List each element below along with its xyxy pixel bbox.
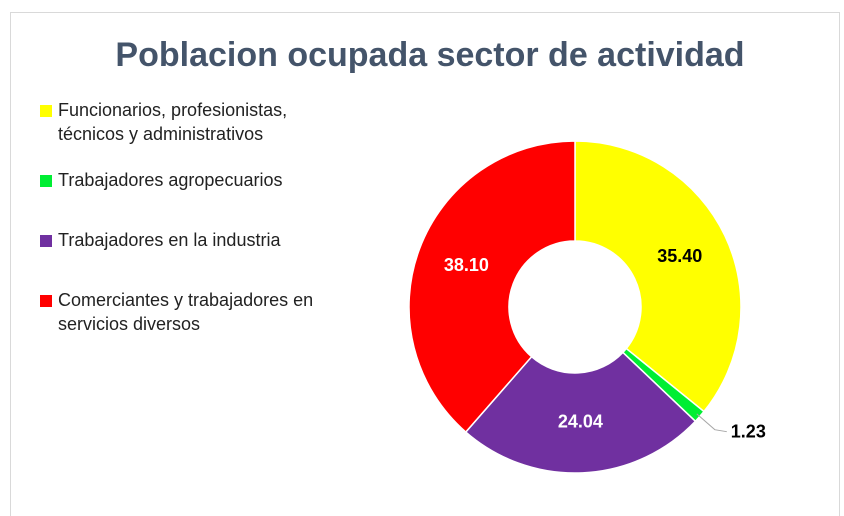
data-label: 1.23 bbox=[731, 421, 766, 441]
donut-slice bbox=[464, 351, 697, 474]
chart-frame bbox=[10, 12, 840, 516]
legend-item: Comerciantes y trabajadores en servicios… bbox=[40, 288, 320, 336]
data-label: 35.40 bbox=[657, 246, 702, 266]
donut-slice bbox=[408, 140, 576, 434]
legend-item: Trabajadores agropecuarios bbox=[40, 168, 320, 192]
donut-slice bbox=[574, 140, 742, 413]
legend-label: Trabajadores agropecuarios bbox=[58, 170, 283, 190]
legend: Funcionarios, profesionistas, técnicos y… bbox=[40, 98, 320, 358]
legend-label: Trabajadores en la industria bbox=[58, 230, 281, 250]
legend-item: Funcionarios, profesionistas, técnicos y… bbox=[40, 98, 320, 146]
legend-label: Comerciantes y trabajadores en servicios… bbox=[58, 290, 314, 334]
legend-swatch bbox=[40, 235, 52, 247]
leader-line bbox=[696, 413, 727, 433]
data-label: 24.04 bbox=[558, 412, 603, 432]
legend-item: Trabajadores en la industria bbox=[40, 228, 320, 252]
legend-swatch bbox=[40, 105, 52, 117]
legend-label: Funcionarios, profesionistas, técnicos y… bbox=[58, 100, 288, 144]
data-label: 38.10 bbox=[444, 255, 489, 275]
chart-title: Poblacion ocupada sector de actividad bbox=[115, 36, 744, 74]
legend-swatch bbox=[40, 175, 52, 187]
legend-swatch bbox=[40, 295, 52, 307]
